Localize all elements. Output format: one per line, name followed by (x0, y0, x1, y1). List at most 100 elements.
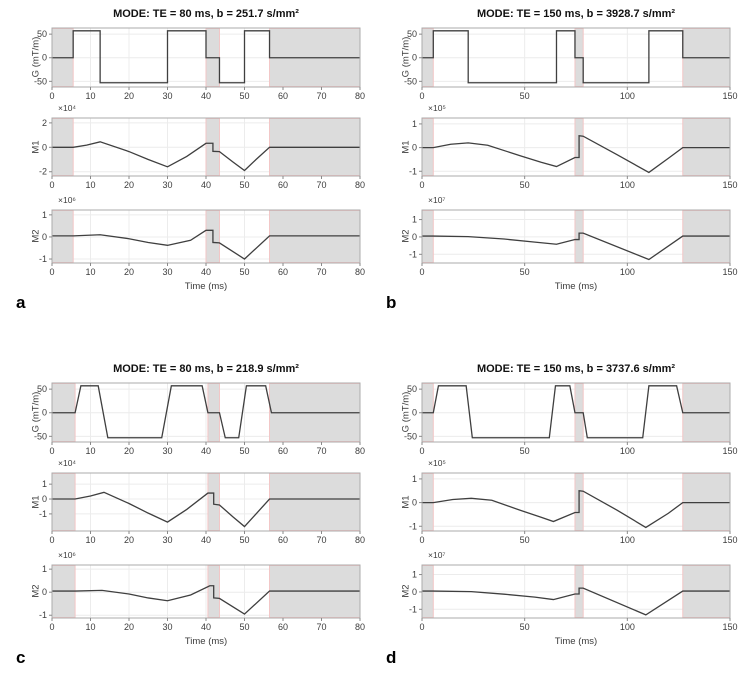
svg-text:0: 0 (42, 232, 47, 242)
svg-text:50: 50 (239, 446, 249, 456)
panel-c-m1-scale-label: ×10⁴ (58, 458, 77, 468)
svg-text:50: 50 (520, 91, 530, 101)
svg-text:100: 100 (620, 180, 635, 190)
svg-text:-50: -50 (34, 431, 47, 441)
svg-text:1: 1 (412, 570, 417, 580)
svg-text:0: 0 (49, 91, 54, 101)
svg-text:30: 30 (162, 180, 172, 190)
svg-text:50: 50 (239, 535, 249, 545)
svg-text:150: 150 (722, 267, 737, 277)
svg-text:1: 1 (42, 564, 47, 574)
panel-d-letter: d (386, 648, 397, 667)
svg-text:50: 50 (239, 267, 249, 277)
svg-text:100: 100 (620, 446, 635, 456)
svg-text:0: 0 (42, 494, 47, 504)
svg-text:0: 0 (49, 267, 54, 277)
svg-text:70: 70 (316, 446, 326, 456)
svg-text:1: 1 (42, 210, 47, 220)
panel-a: MODE: TE = 80 ms, b = 251.7 s/mm² G (mT/… (2, 0, 378, 331)
svg-text:0: 0 (42, 53, 47, 63)
svg-text:100: 100 (620, 267, 635, 277)
svg-text:150: 150 (722, 622, 737, 632)
svg-text:60: 60 (278, 267, 288, 277)
svg-text:10: 10 (85, 622, 95, 632)
panel-d-m2-scale-label: ×10⁷ (428, 550, 446, 560)
panel-a-title: MODE: TE = 80 ms, b = 251.7 s/mm² (113, 8, 299, 20)
svg-text:30: 30 (162, 91, 172, 101)
panel-a-x-axis-label: Time (ms) (184, 281, 228, 292)
svg-text:20: 20 (124, 446, 134, 456)
svg-text:0: 0 (412, 143, 417, 153)
svg-text:100: 100 (620, 91, 635, 101)
svg-text:60: 60 (278, 622, 288, 632)
panel-c-letter: c (16, 648, 26, 667)
svg-text:-50: -50 (404, 76, 417, 86)
svg-text:80: 80 (355, 91, 365, 101)
svg-text:-50: -50 (404, 431, 417, 441)
svg-text:0: 0 (419, 91, 424, 101)
svg-text:50: 50 (520, 180, 530, 190)
svg-text:80: 80 (355, 446, 365, 456)
svg-text:1: 1 (412, 474, 417, 484)
svg-text:0: 0 (419, 622, 424, 632)
svg-text:0: 0 (419, 446, 424, 456)
panel-b-letter: b (386, 293, 397, 312)
svg-text:80: 80 (355, 267, 365, 277)
svg-text:0: 0 (412, 53, 417, 63)
svg-text:20: 20 (124, 267, 134, 277)
svg-text:80: 80 (355, 180, 365, 190)
panel-b-title: MODE: TE = 150 ms, b = 3928.7 s/mm² (476, 8, 676, 20)
svg-text:20: 20 (124, 180, 134, 190)
panel-d-title: MODE: TE = 150 ms, b = 3737.6 s/mm² (476, 363, 676, 375)
svg-text:50: 50 (407, 29, 417, 39)
svg-text:40: 40 (201, 535, 211, 545)
svg-text:0: 0 (419, 267, 424, 277)
svg-text:0: 0 (42, 142, 47, 152)
svg-text:50: 50 (520, 622, 530, 632)
svg-text:-1: -1 (409, 249, 417, 259)
panel-d: MODE: TE = 150 ms, b = 3737.6 s/mm² G (m… (372, 355, 748, 686)
panel-d-x-axis-label: Time (ms) (554, 636, 598, 647)
svg-text:40: 40 (201, 180, 211, 190)
svg-text:50: 50 (37, 384, 47, 394)
svg-text:70: 70 (316, 180, 326, 190)
svg-text:80: 80 (355, 622, 365, 632)
svg-text:1: 1 (412, 119, 417, 129)
svg-text:-1: -1 (409, 521, 417, 531)
svg-text:60: 60 (278, 180, 288, 190)
svg-text:60: 60 (278, 446, 288, 456)
panel-a-letter: a (16, 293, 26, 312)
svg-text:20: 20 (124, 91, 134, 101)
svg-text:-50: -50 (34, 76, 47, 86)
svg-text:-1: -1 (39, 254, 47, 264)
svg-text:10: 10 (85, 180, 95, 190)
panel-c: MODE: TE = 80 ms, b = 218.9 s/mm² G (mT/… (2, 355, 378, 686)
svg-text:50: 50 (37, 29, 47, 39)
svg-text:40: 40 (201, 622, 211, 632)
svg-text:0: 0 (412, 408, 417, 418)
svg-text:0: 0 (412, 587, 417, 597)
svg-text:-2: -2 (39, 167, 47, 177)
svg-text:40: 40 (201, 267, 211, 277)
svg-text:0: 0 (49, 446, 54, 456)
panel-b-m2-scale-label: ×10⁷ (428, 195, 446, 205)
svg-text:10: 10 (85, 535, 95, 545)
svg-text:0: 0 (412, 232, 417, 242)
svg-text:20: 20 (124, 622, 134, 632)
svg-text:-1: -1 (409, 604, 417, 614)
svg-text:150: 150 (722, 180, 737, 190)
svg-text:50: 50 (520, 267, 530, 277)
svg-text:-1: -1 (409, 166, 417, 176)
svg-text:50: 50 (520, 535, 530, 545)
svg-text:150: 150 (722, 91, 737, 101)
svg-text:70: 70 (316, 535, 326, 545)
svg-text:80: 80 (355, 535, 365, 545)
svg-text:50: 50 (407, 384, 417, 394)
